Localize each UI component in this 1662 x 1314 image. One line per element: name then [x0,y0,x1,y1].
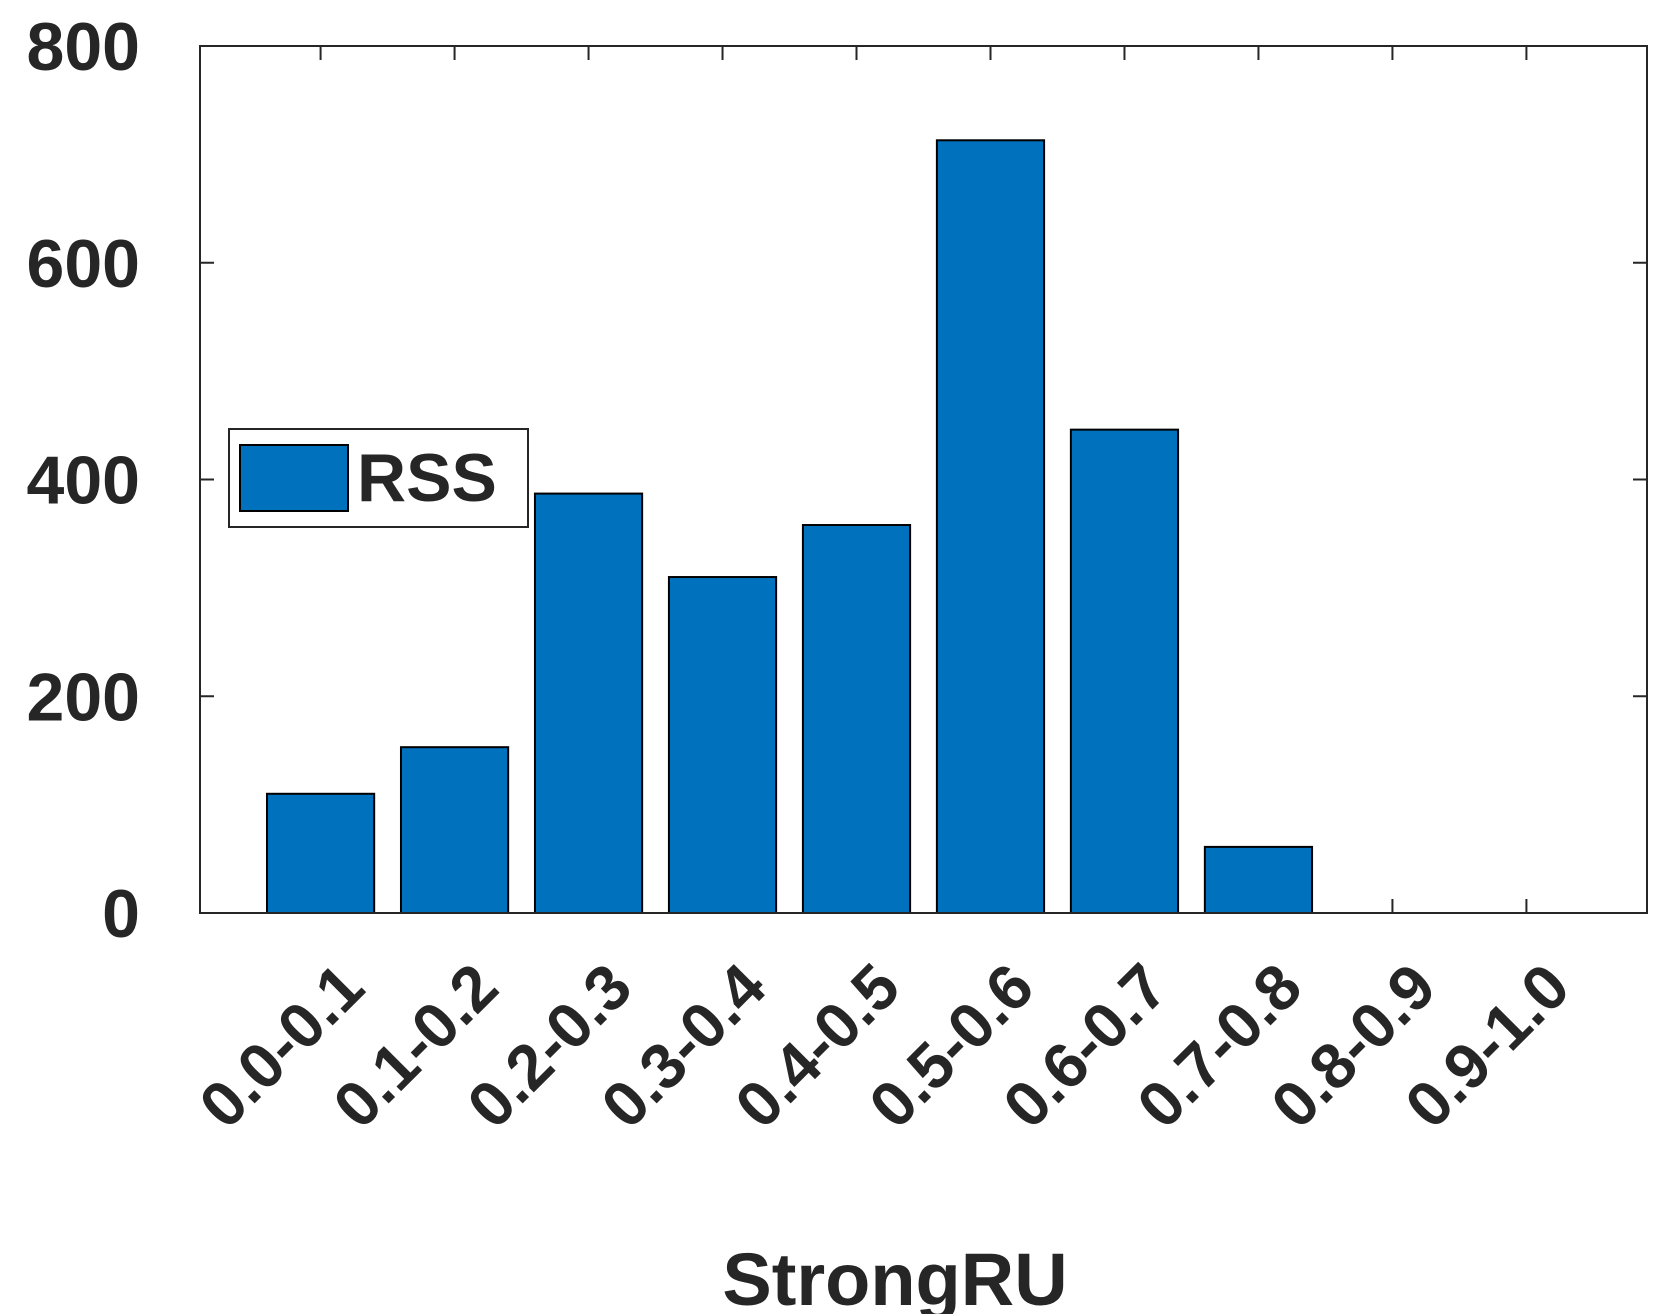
bar [399,746,510,915]
y-tick-label: 600 [27,226,140,302]
y-tick-label: 400 [27,443,140,519]
bar [533,492,644,914]
bar [1069,428,1180,914]
bar [265,792,376,914]
y-tick-label: 800 [27,9,140,85]
legend-label: RSS [357,440,497,516]
y-tick-label: 0 [102,876,140,952]
bar [935,139,1046,914]
bar [801,524,912,915]
bar [1203,845,1314,914]
plot-frame [199,45,1648,914]
x-axis-label: StrongRU [722,1238,1067,1314]
y-tick-label: 200 [27,659,140,735]
bar [667,576,778,914]
legend-swatch [239,444,349,512]
